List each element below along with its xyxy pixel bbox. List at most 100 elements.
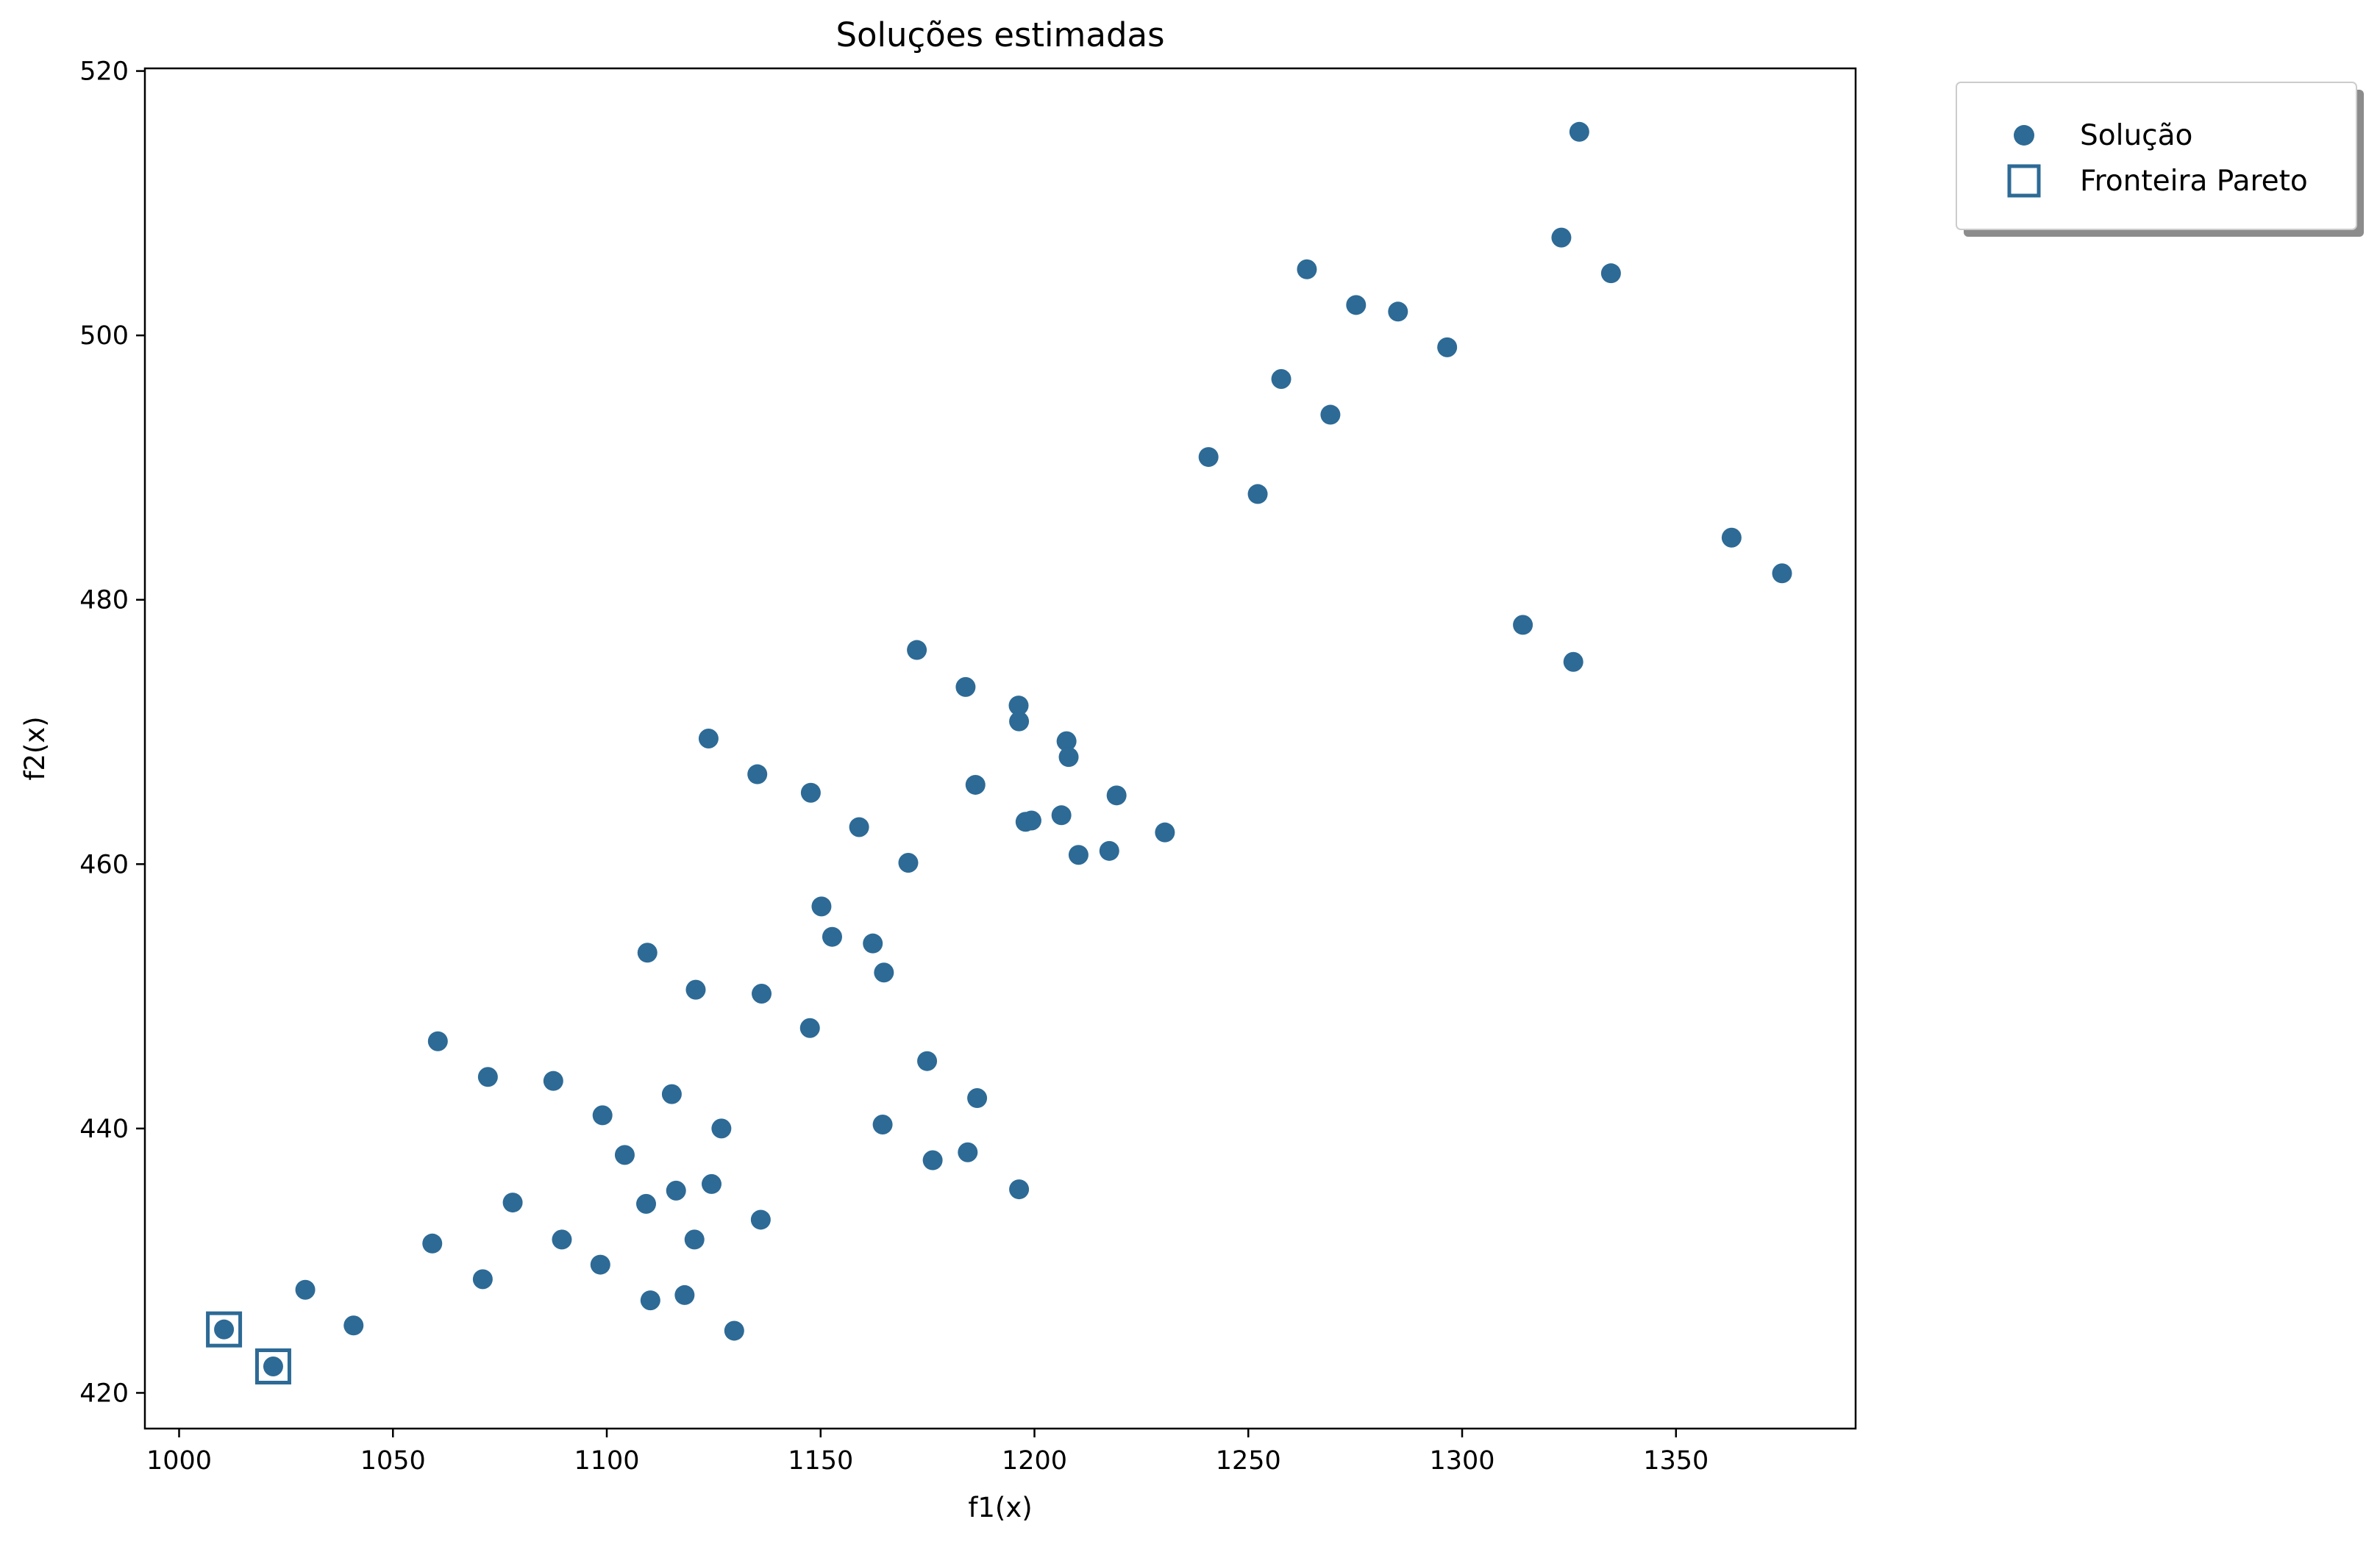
y-tick-label-420: 420 xyxy=(79,1379,129,1408)
chart-title: Soluções estimadas xyxy=(836,15,1164,54)
legend-box xyxy=(1956,82,2357,230)
data-point-52 xyxy=(1058,747,1079,768)
data-point-34 xyxy=(863,933,883,954)
data-point-0 xyxy=(214,1319,235,1340)
x-tick-label-1250: 1250 xyxy=(1216,1446,1281,1476)
data-point-42 xyxy=(958,1142,978,1162)
data-point-64 xyxy=(1437,337,1458,357)
data-points xyxy=(214,121,1792,1377)
pareto-point-0 xyxy=(206,1311,243,1348)
data-point-70 xyxy=(1721,527,1742,548)
data-point-10 xyxy=(552,1229,572,1250)
data-point-57 xyxy=(1198,447,1219,468)
legend: Solução Fronteira Pareto xyxy=(1956,82,2364,237)
legend-label-solucao: Solução xyxy=(2080,119,2192,152)
y-tick-label-460: 460 xyxy=(79,850,129,879)
x-tick-label-1050: 1050 xyxy=(360,1446,426,1476)
data-point-8 xyxy=(502,1193,523,1213)
data-point-65 xyxy=(1513,615,1533,635)
data-point-35 xyxy=(872,1114,893,1134)
data-point-18 xyxy=(666,1180,686,1201)
legend-marker-pareto xyxy=(2007,164,2041,198)
data-point-60 xyxy=(1297,259,1317,279)
data-point-66 xyxy=(1551,227,1572,248)
x-tick-label-1100: 1100 xyxy=(574,1446,639,1476)
data-point-25 xyxy=(724,1320,744,1341)
x-tick-label-1300: 1300 xyxy=(1429,1446,1494,1476)
data-point-71 xyxy=(1772,563,1792,584)
data-point-47 xyxy=(1009,1179,1030,1200)
data-point-68 xyxy=(1569,121,1589,142)
data-point-56 xyxy=(1155,822,1175,843)
x-axis: 1000 1050 1100 1150 1200 1250 1300 1350 xyxy=(146,1429,1709,1476)
data-point-36 xyxy=(874,962,894,983)
data-point-38 xyxy=(907,640,927,660)
data-point-29 xyxy=(799,1018,820,1038)
y-tick-label-440: 440 xyxy=(79,1115,129,1144)
data-point-50 xyxy=(1051,805,1072,826)
data-point-39 xyxy=(917,1051,938,1071)
x-tick-label-1200: 1200 xyxy=(1002,1446,1067,1476)
legend-marker-solucao xyxy=(2014,125,2034,146)
data-point-51 xyxy=(1056,731,1077,751)
data-point-43 xyxy=(965,774,986,795)
data-point-5 xyxy=(427,1031,448,1051)
data-point-53 xyxy=(1068,845,1089,865)
data-point-49 xyxy=(1021,810,1041,831)
data-point-12 xyxy=(592,1105,613,1126)
y-tick-label-520: 520 xyxy=(79,57,129,87)
data-point-67 xyxy=(1563,651,1583,672)
data-point-1 xyxy=(263,1357,283,1377)
data-point-61 xyxy=(1320,404,1341,425)
y-tick-label-500: 500 xyxy=(79,321,129,351)
data-point-17 xyxy=(661,1084,682,1104)
plot-area xyxy=(143,67,1857,1430)
data-point-37 xyxy=(898,853,919,873)
legend-label-pareto: Fronteira Pareto xyxy=(2080,165,2308,198)
data-point-44 xyxy=(967,1088,988,1109)
data-point-20 xyxy=(684,1229,705,1250)
x-tick-label-1150: 1150 xyxy=(788,1446,853,1476)
data-point-15 xyxy=(637,943,658,963)
y-axis-label: f2(x) xyxy=(19,716,51,780)
data-point-22 xyxy=(698,729,719,749)
data-point-63 xyxy=(1388,301,1408,322)
data-point-9 xyxy=(543,1071,563,1091)
y-tick-label-480: 480 xyxy=(79,586,129,615)
data-point-32 xyxy=(822,926,842,947)
data-point-59 xyxy=(1271,368,1291,389)
data-point-30 xyxy=(800,782,821,803)
data-point-24 xyxy=(711,1118,732,1139)
data-point-46 xyxy=(1009,711,1030,732)
data-point-54 xyxy=(1099,840,1119,861)
data-point-7 xyxy=(477,1067,498,1087)
data-point-58 xyxy=(1247,484,1268,504)
data-point-26 xyxy=(747,764,768,784)
data-point-16 xyxy=(640,1290,660,1311)
data-point-19 xyxy=(674,1284,695,1305)
x-axis-label: f1(x) xyxy=(968,1492,1032,1523)
x-tick-label-1350: 1350 xyxy=(1643,1446,1709,1476)
data-point-13 xyxy=(614,1145,635,1165)
data-point-40 xyxy=(922,1150,943,1170)
data-point-14 xyxy=(636,1193,657,1214)
data-point-31 xyxy=(811,896,832,917)
x-tick-label-1000: 1000 xyxy=(146,1446,212,1476)
data-point-62 xyxy=(1346,295,1367,315)
data-point-2 xyxy=(295,1279,316,1300)
data-point-69 xyxy=(1600,263,1621,284)
data-point-33 xyxy=(849,817,869,837)
data-point-41 xyxy=(955,676,976,697)
pareto-markers xyxy=(206,1311,291,1385)
data-point-45 xyxy=(1008,696,1029,716)
data-point-3 xyxy=(343,1315,364,1336)
data-point-55 xyxy=(1106,785,1127,806)
data-point-27 xyxy=(750,1209,771,1230)
data-point-4 xyxy=(422,1233,443,1254)
data-point-28 xyxy=(752,984,772,1004)
pareto-point-1 xyxy=(254,1348,291,1385)
data-point-23 xyxy=(701,1173,722,1194)
data-point-21 xyxy=(685,979,706,1000)
